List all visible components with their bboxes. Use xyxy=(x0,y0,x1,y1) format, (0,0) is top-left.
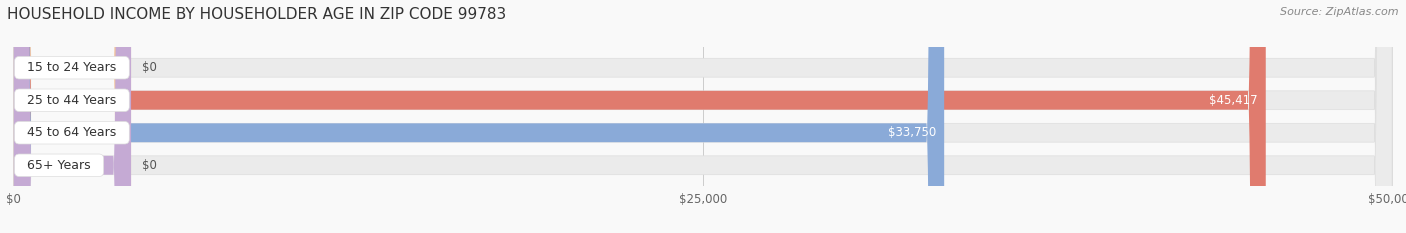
FancyBboxPatch shape xyxy=(14,0,131,233)
Text: 15 to 24 Years: 15 to 24 Years xyxy=(20,61,125,74)
FancyBboxPatch shape xyxy=(14,0,1392,233)
FancyBboxPatch shape xyxy=(14,0,1392,233)
Text: HOUSEHOLD INCOME BY HOUSEHOLDER AGE IN ZIP CODE 99783: HOUSEHOLD INCOME BY HOUSEHOLDER AGE IN Z… xyxy=(7,7,506,22)
Text: $0: $0 xyxy=(142,159,157,172)
Text: Source: ZipAtlas.com: Source: ZipAtlas.com xyxy=(1281,7,1399,17)
FancyBboxPatch shape xyxy=(14,0,1265,233)
Text: 45 to 64 Years: 45 to 64 Years xyxy=(20,126,125,139)
FancyBboxPatch shape xyxy=(14,0,1392,233)
Text: $45,417: $45,417 xyxy=(1209,94,1257,107)
Text: $33,750: $33,750 xyxy=(887,126,936,139)
FancyBboxPatch shape xyxy=(14,0,1392,233)
Text: $0: $0 xyxy=(142,61,157,74)
FancyBboxPatch shape xyxy=(14,0,131,233)
Text: 25 to 44 Years: 25 to 44 Years xyxy=(20,94,125,107)
FancyBboxPatch shape xyxy=(14,0,945,233)
Text: 65+ Years: 65+ Years xyxy=(20,159,98,172)
